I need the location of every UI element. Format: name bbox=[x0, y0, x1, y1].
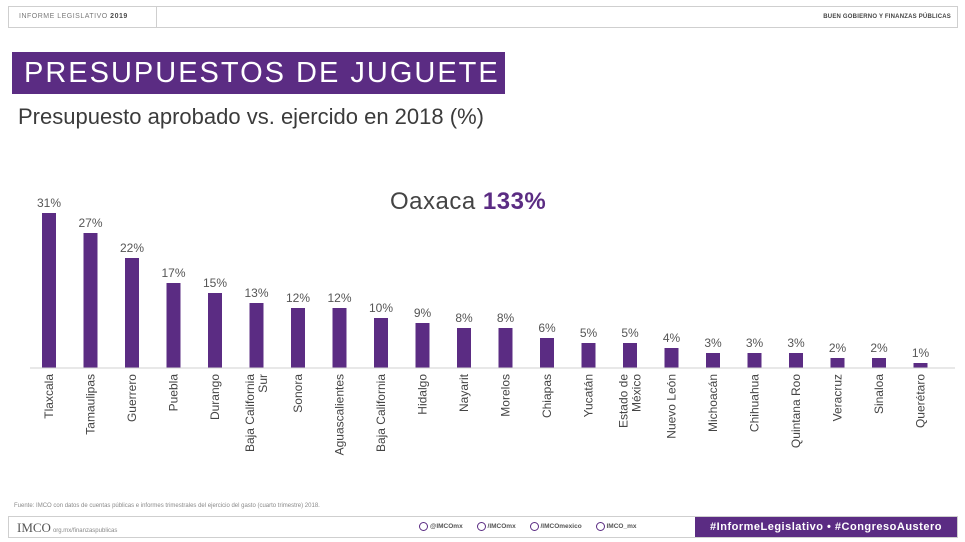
bar-chart: 31% Tlaxcala 27% Tamaulipas 22% Guerrero 17% Pu… bbox=[30, 196, 955, 455]
value-label-10: 8% bbox=[455, 311, 473, 325]
bar-12 bbox=[540, 338, 554, 368]
category-label-15: Nuevo León bbox=[665, 374, 679, 439]
value-label-14: 5% bbox=[621, 326, 639, 340]
instagram-icon bbox=[595, 521, 605, 531]
value-label-0: 31% bbox=[37, 196, 61, 210]
bar-4 bbox=[208, 293, 222, 368]
section-label: BUEN GOBIERNO Y FINANZAS PÚBLICAS bbox=[823, 14, 951, 20]
bar-3 bbox=[166, 283, 181, 368]
bar-10 bbox=[457, 328, 471, 368]
value-label-19: 2% bbox=[829, 341, 847, 355]
chart-title: Presupuesto aprobado vs. ejercido en 201… bbox=[18, 104, 484, 129]
twitter-icon bbox=[419, 521, 428, 531]
category-label-16: Michoacán bbox=[706, 374, 720, 432]
category-label-18: Quintana Roo bbox=[789, 374, 803, 448]
value-label-5: 13% bbox=[244, 286, 268, 300]
value-label-13: 5% bbox=[580, 326, 598, 340]
bar-19 bbox=[830, 358, 845, 368]
category-label-20: Sinaloa bbox=[872, 374, 886, 414]
value-label-16: 3% bbox=[704, 336, 722, 350]
category-label-6: Sonora bbox=[291, 374, 305, 413]
instagram-link[interactable]: IMCO_mx bbox=[595, 521, 636, 531]
value-label-1: 27% bbox=[78, 216, 102, 230]
category-label-9: Hidalgo bbox=[416, 374, 430, 415]
twitter-link[interactable]: @IMCOmx bbox=[419, 521, 463, 531]
bar-13 bbox=[581, 343, 596, 368]
category-label-19: Veracruz bbox=[831, 374, 845, 421]
top-header-bar: INFORME LEGISLATIVO 2019 BUEN GOBIERNO Y… bbox=[8, 6, 958, 28]
facebook-link[interactable]: /IMCOmx bbox=[476, 521, 516, 531]
category-label-0: Tlaxcala bbox=[42, 374, 56, 419]
logo-text: IMCO bbox=[17, 520, 51, 535]
facebook-icon bbox=[476, 521, 486, 531]
value-label-7: 12% bbox=[327, 291, 351, 305]
value-label-2: 22% bbox=[120, 241, 144, 255]
category-label-4: Durango bbox=[208, 374, 222, 420]
bar-18 bbox=[789, 353, 803, 368]
category-label-1: Tamaulipas bbox=[84, 374, 98, 435]
bar-7 bbox=[332, 308, 347, 368]
category-label-11: Morelos bbox=[499, 374, 513, 417]
bar-20 bbox=[872, 358, 886, 368]
bar-2 bbox=[125, 258, 139, 368]
value-label-9: 9% bbox=[414, 306, 432, 320]
bar-16 bbox=[706, 353, 720, 368]
bar-6 bbox=[291, 308, 305, 368]
imco-logo: IMCO org.mx/finanzaspublicas bbox=[17, 520, 117, 536]
bar-5 bbox=[249, 303, 264, 368]
value-label-15: 4% bbox=[663, 331, 681, 345]
logo-url: org.mx/finanzaspublicas bbox=[52, 528, 118, 534]
category-label-8: Baja California bbox=[374, 374, 388, 452]
callout-state: Oaxaca bbox=[390, 188, 476, 215]
report-year: 2019 bbox=[110, 13, 128, 20]
banner-title: PRESUPUESTOS DE JUGUETE bbox=[12, 52, 505, 94]
value-label-8: 10% bbox=[369, 301, 393, 315]
report-name: INFORME LEGISLATIVO bbox=[19, 13, 108, 20]
bar-15 bbox=[664, 348, 679, 368]
category-label-21: Querétaro bbox=[914, 374, 928, 428]
bar-0 bbox=[42, 213, 56, 368]
bar-1 bbox=[83, 233, 98, 368]
source-label: Fuente: bbox=[14, 503, 35, 509]
youtube-link[interactable]: /IMCOmexico bbox=[529, 521, 582, 531]
value-label-6: 12% bbox=[286, 291, 310, 305]
bar-14 bbox=[623, 343, 637, 368]
category-label-13: Yucatán bbox=[582, 374, 596, 417]
category-label-3: Puebla bbox=[167, 374, 181, 412]
report-label: INFORME LEGISLATIVO 2019 bbox=[9, 7, 157, 27]
value-label-18: 3% bbox=[787, 336, 805, 350]
value-label-17: 3% bbox=[746, 336, 764, 350]
social-links: @IMCOmx /IMCOmx /IMCOmexico IMCO_mx bbox=[419, 517, 648, 537]
value-label-12: 6% bbox=[538, 321, 556, 335]
category-label-7: Aguascalientes bbox=[333, 374, 347, 455]
bar-17 bbox=[747, 353, 762, 368]
category-label-14: Estado deMéxico bbox=[617, 374, 644, 428]
category-label-17: Chihuahua bbox=[748, 374, 762, 432]
category-label-12: Chiapas bbox=[540, 374, 554, 418]
value-label-4: 15% bbox=[203, 276, 227, 290]
youtube-icon bbox=[529, 521, 539, 531]
value-label-11: 8% bbox=[497, 311, 515, 325]
footer-bar: IMCO org.mx/finanzaspublicas @IMCOmx /IMC… bbox=[8, 516, 958, 538]
bar-8 bbox=[374, 318, 388, 368]
callout-value: 133% bbox=[482, 188, 547, 215]
value-label-3: 17% bbox=[161, 266, 185, 280]
source-note: Fuente: IMCO con datos de cuentas públic… bbox=[14, 503, 320, 509]
category-label-10: Nayarit bbox=[457, 373, 471, 412]
bar-11 bbox=[498, 328, 513, 368]
bar-9 bbox=[415, 323, 430, 368]
category-label-5: Baja CaliforniaSur bbox=[243, 374, 270, 452]
value-label-20: 2% bbox=[870, 341, 888, 355]
source-text: IMCO con datos de cuentas públicas e inf… bbox=[34, 503, 320, 509]
oaxaca-callout: Oaxaca 133% bbox=[390, 188, 546, 216]
value-label-21: 1% bbox=[912, 346, 930, 360]
hashtags: #InformeLegislativo • #CongresoAustero bbox=[695, 517, 957, 537]
bar-21 bbox=[913, 363, 928, 368]
category-label-2: Guerrero bbox=[125, 374, 139, 422]
